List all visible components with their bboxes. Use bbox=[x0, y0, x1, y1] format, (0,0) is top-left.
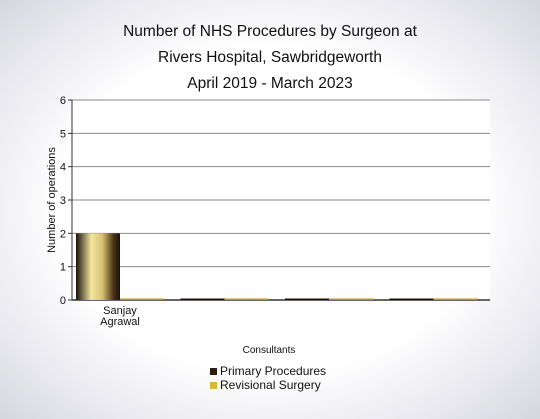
bar-primary-1 bbox=[180, 298, 225, 300]
legend-swatch-primary bbox=[210, 367, 217, 375]
x-axis-label: Consultants bbox=[243, 345, 296, 356]
legend-item-primary: Primary Procedures bbox=[210, 364, 326, 378]
grid bbox=[72, 99, 490, 300]
chart-title-line-1: Number of NHS Procedures by Surgeon at bbox=[123, 23, 417, 40]
bar-revisional-2 bbox=[329, 298, 373, 300]
chart-title-line-3: April 2019 - March 2023 bbox=[187, 75, 353, 92]
bars bbox=[76, 233, 478, 300]
legend-label-revisional: Revisional Surgery bbox=[220, 378, 321, 392]
bar-primary-0 bbox=[76, 233, 120, 300]
y-tick-label: 5 bbox=[60, 128, 66, 140]
y-axis-label: Number of operations bbox=[46, 147, 58, 253]
labels: 0 1 2 3 4 5 6 Number of operations SanjayAgrawal… bbox=[46, 95, 295, 356]
y-tick-label: 4 bbox=[60, 162, 66, 174]
bar-primary-2 bbox=[285, 298, 329, 300]
bar-revisional-0 bbox=[120, 298, 164, 300]
legend-label-primary: Primary Procedures bbox=[220, 364, 327, 378]
chart-title-line-2: Rivers Hospital, Sawbridgeworth bbox=[158, 49, 382, 66]
y-tick-label: 3 bbox=[60, 195, 66, 207]
y-tick-label: 2 bbox=[60, 228, 66, 240]
x-category-label: Sanjay bbox=[103, 305, 137, 317]
legend-item-revisional: Revisional Surgery bbox=[210, 378, 321, 392]
y-tick-label: 6 bbox=[60, 95, 66, 107]
x-category-label: Agrawal bbox=[100, 316, 140, 328]
bar-revisional-3 bbox=[433, 298, 478, 300]
legend-swatch-revisional bbox=[210, 381, 217, 389]
y-tick-label: 1 bbox=[60, 262, 66, 274]
y-tick-label: 0 bbox=[60, 295, 66, 307]
bar-revisional-1 bbox=[224, 298, 269, 300]
bar-primary-3 bbox=[389, 298, 434, 300]
